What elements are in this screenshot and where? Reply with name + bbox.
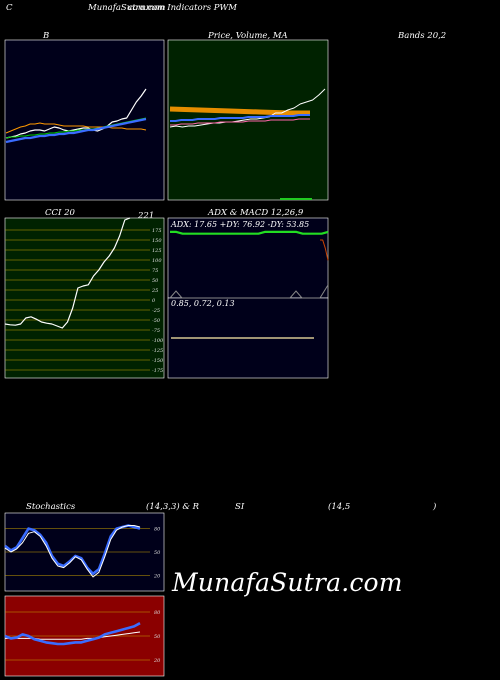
adx-minus-dy-line [320, 239, 329, 261]
cci-tick-label: -175 [152, 368, 163, 374]
stoch-params: (14,3,3) & R [146, 502, 200, 512]
header-left: C [6, 3, 13, 13]
cci-tick-label: -25 [152, 308, 160, 314]
cci-tick-label: 175 [152, 228, 162, 234]
stoch-title: Stochastics [26, 502, 76, 512]
cci-panel [4, 217, 165, 379]
cci-tick-label: -50 [152, 318, 161, 324]
cci-tick-label: 75 [152, 268, 158, 274]
cci-tick-label: 150 [152, 238, 162, 244]
cci-value: 221 [138, 211, 155, 221]
cci-tick-label: 125 [152, 248, 162, 254]
adx-panel [167, 217, 329, 299]
macd-readout: 0.85, 0.72, 0.13 [171, 299, 235, 308]
cci-line [4, 217, 131, 329]
price-ma-pink-line [170, 118, 310, 126]
cci-tick-label: 0 [152, 298, 156, 304]
cci-tick-label: 50 [152, 278, 159, 284]
adx-plus-dy-line [170, 230, 329, 235]
rsi-line [4, 622, 141, 646]
stoch-tick-label: 80 [154, 527, 161, 533]
price-title: Price, Volume, MA [208, 31, 288, 41]
rsi-params: (14,5 [328, 502, 351, 512]
rsi-title: SI [235, 502, 245, 512]
adx-grey-line [169, 284, 329, 299]
bands-title-right: Bands 20,2 [398, 31, 447, 41]
cci-tick-label: -150 [152, 358, 164, 364]
cci-tick-label: 25 [151, 288, 158, 294]
adx-title: ADX & MACD 12,26,9 [208, 208, 304, 218]
price-ma-band [169, 106, 310, 116]
stoch-d-line [4, 525, 141, 578]
watermark: MunafaSutra.com [172, 568, 403, 597]
cci-tick-label: -100 [152, 338, 164, 344]
bands-price-line [5, 88, 147, 139]
rsi-tick-label: 50 [154, 634, 161, 640]
cci-tick-label: -125 [152, 348, 163, 354]
price-close-line [169, 88, 326, 128]
stoch-tick-label: 50 [154, 550, 161, 556]
rsi-tick-label: 20 [153, 658, 161, 664]
bands-lower-line [5, 122, 147, 134]
header-center-2: common Indicators PWM [128, 3, 237, 13]
cci-tick-label: -75 [152, 328, 160, 334]
rsi-tick-label: 80 [154, 610, 161, 616]
adx-readout: ADX: 17.65 +DY: 76.92 -DY: 53.85 [170, 220, 309, 229]
cci-tick-label: 100 [152, 258, 162, 264]
header-center: MunafaSutra.com [88, 3, 166, 13]
bands-middle-line [5, 117, 147, 144]
stoch-k-line [4, 524, 141, 576]
cci-title: CCI 20 [45, 208, 75, 218]
rsi-params-close: ) [433, 502, 437, 512]
bands-title-left: B [43, 31, 50, 41]
stoch-tick-label: 20 [153, 573, 161, 579]
price-ma-blue-line [170, 114, 310, 122]
rsi-ma-line [5, 631, 141, 640]
